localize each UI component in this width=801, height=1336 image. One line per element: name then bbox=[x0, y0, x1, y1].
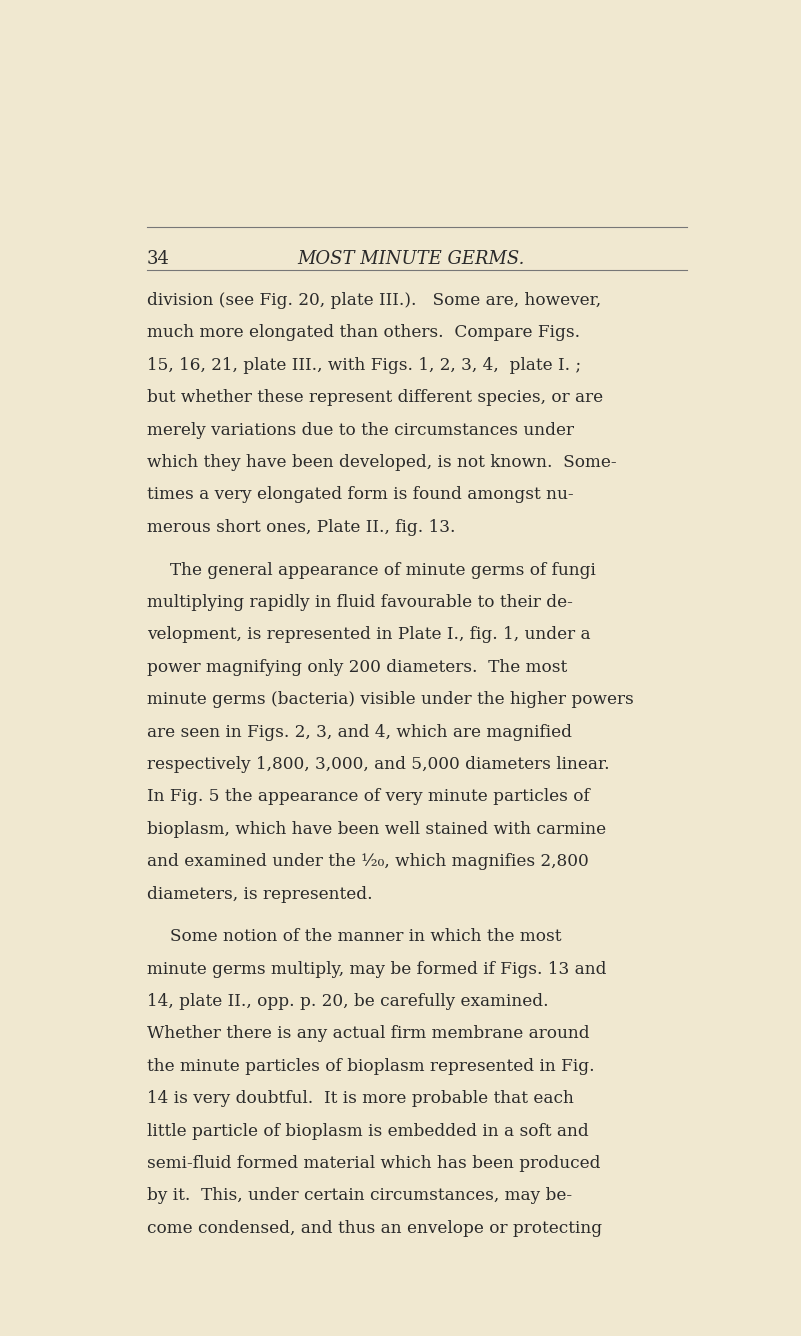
Text: The general appearance of minute germs of fungi: The general appearance of minute germs o… bbox=[171, 561, 596, 578]
Text: but whether these represent different species, or are: but whether these represent different sp… bbox=[147, 389, 603, 406]
Text: semi-fluid formed material which has been produced: semi-fluid formed material which has bee… bbox=[147, 1156, 600, 1172]
Text: merely variations due to the circumstances under: merely variations due to the circumstanc… bbox=[147, 422, 574, 438]
Text: by it.  This, under certain circumstances, may be-: by it. This, under certain circumstances… bbox=[147, 1188, 572, 1205]
Text: 14, plate II., opp. p. 20, be carefully examined.: 14, plate II., opp. p. 20, be carefully … bbox=[147, 993, 549, 1010]
Text: power magnifying only 200 diameters.  The most: power magnifying only 200 diameters. The… bbox=[147, 659, 567, 676]
Text: come condensed, and thus an envelope or protecting: come condensed, and thus an envelope or … bbox=[147, 1220, 602, 1237]
Text: In Fig. 5 the appearance of very minute particles of: In Fig. 5 the appearance of very minute … bbox=[147, 788, 590, 806]
Text: respectively 1,800, 3,000, and 5,000 diameters linear.: respectively 1,800, 3,000, and 5,000 dia… bbox=[147, 756, 610, 774]
Text: minute germs multiply, may be formed if Figs. 13 and: minute germs multiply, may be formed if … bbox=[147, 961, 606, 978]
Text: division (see Fig. 20, plate III.).   Some are, however,: division (see Fig. 20, plate III.). Some… bbox=[147, 293, 601, 309]
Text: MOST MINUTE GERMS.: MOST MINUTE GERMS. bbox=[297, 250, 524, 267]
Text: 14 is very doubtful.  It is more probable that each: 14 is very doubtful. It is more probable… bbox=[147, 1090, 574, 1108]
Text: minute germs (bacteria) visible under the higher powers: minute germs (bacteria) visible under th… bbox=[147, 691, 634, 708]
Text: are seen in Figs. 2, 3, and 4, which are magnified: are seen in Figs. 2, 3, and 4, which are… bbox=[147, 724, 572, 740]
Text: bioplasm, which have been well stained with carmine: bioplasm, which have been well stained w… bbox=[147, 820, 606, 838]
Text: which they have been developed, is not known.  Some-: which they have been developed, is not k… bbox=[147, 454, 616, 472]
Text: Whether there is any actual firm membrane around: Whether there is any actual firm membran… bbox=[147, 1026, 590, 1042]
Text: multiplying rapidly in fluid favourable to their de-: multiplying rapidly in fluid favourable … bbox=[147, 595, 573, 611]
Text: 34: 34 bbox=[147, 250, 170, 267]
Text: little particle of bioplasm is embedded in a soft and: little particle of bioplasm is embedded … bbox=[147, 1122, 589, 1140]
Text: the minute particles of bioplasm represented in Fig.: the minute particles of bioplasm represe… bbox=[147, 1058, 594, 1075]
Text: diameters, is represented.: diameters, is represented. bbox=[147, 886, 372, 903]
Text: times a very elongated form is found amongst nu-: times a very elongated form is found amo… bbox=[147, 486, 574, 504]
Text: much more elongated than others.  Compare Figs.: much more elongated than others. Compare… bbox=[147, 325, 580, 342]
Text: and examined under the ½₀, which magnifies 2,800: and examined under the ½₀, which magnifi… bbox=[147, 854, 589, 870]
Text: Some notion of the manner in which the most: Some notion of the manner in which the m… bbox=[171, 929, 562, 946]
Text: 15, 16, 21, plate III., with Figs. 1, 2, 3, 4,  plate I. ;: 15, 16, 21, plate III., with Figs. 1, 2,… bbox=[147, 357, 581, 374]
Text: velopment, is represented in Plate I., fig. 1, under a: velopment, is represented in Plate I., f… bbox=[147, 627, 590, 644]
Text: merous short ones, Plate II., fig. 13.: merous short ones, Plate II., fig. 13. bbox=[147, 518, 455, 536]
